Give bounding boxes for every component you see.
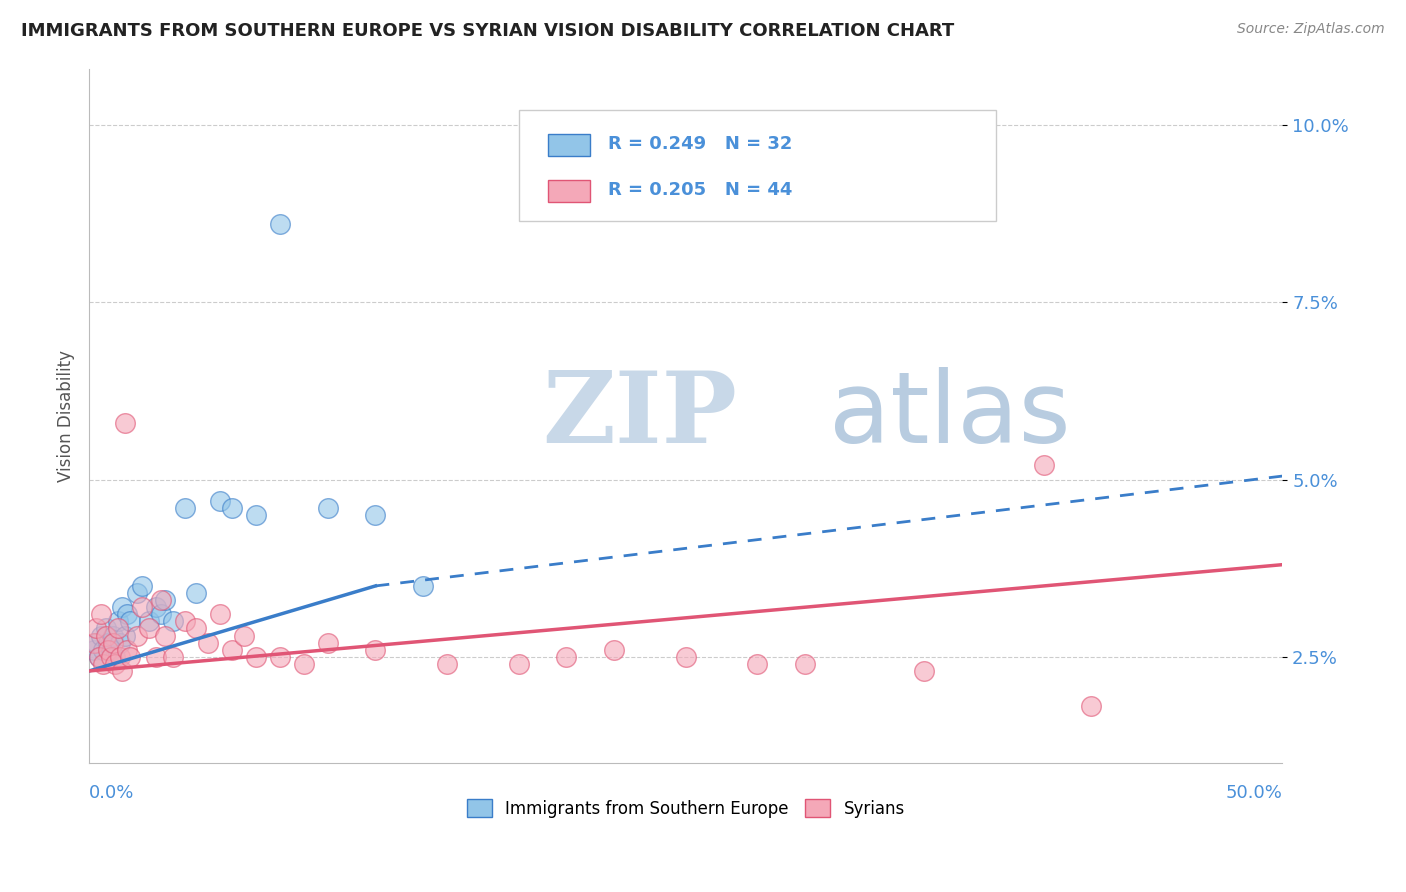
- Text: R = 0.249   N = 32: R = 0.249 N = 32: [609, 135, 793, 153]
- Point: [114, 628, 136, 642]
- Point: [149, 593, 172, 607]
- Text: atlas: atlas: [830, 368, 1070, 465]
- Point: [603, 642, 626, 657]
- Point: [83, 642, 105, 657]
- Point: [1032, 458, 1054, 473]
- Point: [221, 500, 243, 515]
- Point: [93, 657, 115, 671]
- FancyBboxPatch shape: [519, 111, 995, 221]
- Point: [87, 649, 110, 664]
- Point: [118, 615, 141, 629]
- Point: [186, 586, 208, 600]
- Text: 0.0%: 0.0%: [89, 784, 135, 802]
- Point: [125, 586, 148, 600]
- Point: [412, 579, 434, 593]
- Point: [269, 218, 291, 232]
- Point: [245, 508, 267, 522]
- Point: [1080, 699, 1102, 714]
- Point: [149, 607, 172, 622]
- Point: [436, 657, 458, 671]
- Point: [316, 635, 339, 649]
- Point: [162, 615, 184, 629]
- Point: [221, 642, 243, 657]
- Legend: Immigrants from Southern Europe, Syrians: Immigrants from Southern Europe, Syrians: [460, 793, 911, 824]
- Point: [100, 649, 122, 664]
- FancyBboxPatch shape: [548, 134, 591, 156]
- Point: [107, 622, 129, 636]
- Point: [111, 600, 134, 615]
- Point: [138, 622, 160, 636]
- Point: [108, 635, 131, 649]
- Point: [508, 657, 530, 671]
- Point: [131, 600, 153, 615]
- Point: [117, 607, 139, 622]
- Point: [292, 657, 315, 671]
- Point: [186, 622, 208, 636]
- Point: [364, 642, 387, 657]
- Point: [93, 642, 115, 657]
- Point: [364, 508, 387, 522]
- Point: [155, 628, 177, 642]
- Text: Source: ZipAtlas.com: Source: ZipAtlas.com: [1237, 22, 1385, 37]
- Point: [155, 593, 177, 607]
- Point: [94, 628, 117, 642]
- Point: [173, 615, 195, 629]
- Point: [233, 628, 256, 642]
- Point: [104, 649, 127, 664]
- Point: [90, 628, 112, 642]
- Point: [675, 649, 697, 664]
- Point: [118, 649, 141, 664]
- Point: [145, 600, 167, 615]
- Point: [209, 607, 232, 622]
- Point: [245, 649, 267, 664]
- Point: [90, 607, 112, 622]
- Point: [131, 579, 153, 593]
- Point: [145, 649, 167, 664]
- Point: [107, 615, 129, 629]
- Point: [125, 628, 148, 642]
- Text: ZIP: ZIP: [543, 368, 737, 465]
- Text: R = 0.205   N = 44: R = 0.205 N = 44: [609, 181, 793, 199]
- Point: [555, 649, 578, 664]
- Point: [162, 649, 184, 664]
- Y-axis label: Vision Disability: Vision Disability: [58, 350, 75, 482]
- Point: [97, 642, 120, 657]
- Point: [87, 649, 110, 664]
- Point: [94, 622, 117, 636]
- Point: [83, 635, 105, 649]
- Point: [316, 500, 339, 515]
- Text: IMMIGRANTS FROM SOUTHERN EUROPE VS SYRIAN VISION DISABILITY CORRELATION CHART: IMMIGRANTS FROM SOUTHERN EUROPE VS SYRIA…: [21, 22, 955, 40]
- Point: [912, 664, 935, 678]
- Point: [747, 657, 769, 671]
- Point: [84, 635, 107, 649]
- Point: [794, 657, 817, 671]
- Point: [114, 416, 136, 430]
- FancyBboxPatch shape: [548, 180, 591, 202]
- Point: [269, 649, 291, 664]
- Point: [209, 494, 232, 508]
- Point: [97, 635, 120, 649]
- Point: [197, 635, 219, 649]
- Point: [111, 664, 134, 678]
- Text: 50.0%: 50.0%: [1226, 784, 1282, 802]
- Point: [101, 635, 124, 649]
- Point: [108, 649, 131, 664]
- Point: [84, 622, 107, 636]
- Point: [100, 642, 122, 657]
- Point: [117, 642, 139, 657]
- Point: [173, 500, 195, 515]
- Point: [138, 615, 160, 629]
- Point: [101, 628, 124, 642]
- Point: [104, 657, 127, 671]
